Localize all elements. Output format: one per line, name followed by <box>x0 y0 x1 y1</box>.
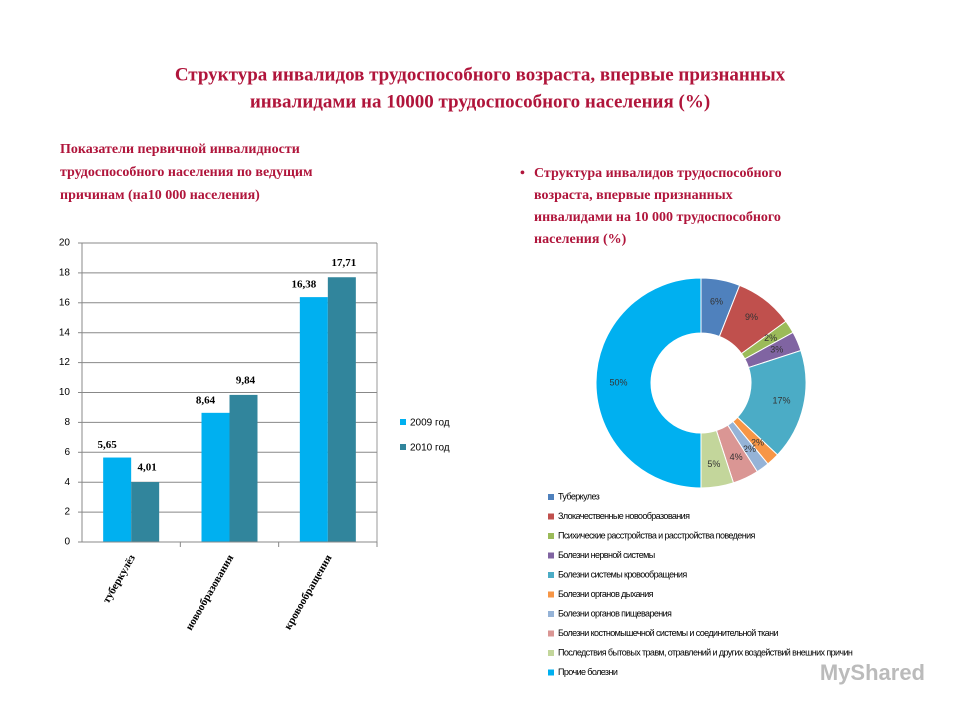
chart-title: Показатели первичной инвалидности <box>60 142 300 157</box>
y-tick-label: 16 <box>59 297 71 308</box>
data-label: 9,84 <box>236 374 256 386</box>
legend-swatch <box>548 591 554 598</box>
data-label: 5,65 <box>98 439 118 451</box>
legend-label: 2009 год <box>410 418 450 429</box>
legend-label: Психические расстройства и расстройства … <box>558 530 755 540</box>
chart-title: трудоспособного населения по ведущим <box>60 165 313 180</box>
legend-label: Последствия бытовых травм, отравлений и … <box>558 647 853 657</box>
data-label: 17% <box>773 395 791 405</box>
chart-title: возраста, впервые признанных <box>534 188 733 203</box>
chart-title: населения (%) <box>534 232 627 247</box>
data-label: 2% <box>743 444 756 454</box>
bar <box>131 482 160 542</box>
y-tick-label: 0 <box>64 537 70 548</box>
chart-title: причинам (на10 000 населения) <box>60 188 260 203</box>
bar <box>103 457 132 542</box>
data-label: 50% <box>609 377 627 387</box>
legend-swatch <box>548 669 554 676</box>
data-label: 2% <box>764 333 777 343</box>
legend-swatch <box>548 552 554 559</box>
y-tick-label: 18 <box>59 268 71 279</box>
legend-swatch <box>548 611 554 617</box>
legend-swatch <box>548 513 554 520</box>
legend-swatch <box>400 444 406 450</box>
bar <box>327 277 356 542</box>
data-label: 16,38 <box>291 279 316 291</box>
legend-label: Болезни костномышечной системы и соедини… <box>558 628 778 638</box>
data-label: 8,64 <box>196 394 216 406</box>
y-tick-label: 12 <box>59 357 71 368</box>
data-label: 9% <box>745 312 758 322</box>
legend-label: Туберкулез <box>558 491 600 501</box>
legend-label: Болезни нервной системы <box>558 550 655 560</box>
slide-title: Структура инвалидов трудоспособного возр… <box>175 64 786 85</box>
legend-label: Болезни органов пищеварения <box>558 608 672 618</box>
y-tick-label: 4 <box>64 477 70 488</box>
data-label: 6% <box>710 296 723 306</box>
legend-label: Болезни органов дыхания <box>558 589 654 599</box>
legend-label: 2010 год <box>410 443 450 454</box>
data-label: 4% <box>730 452 743 462</box>
data-label: 3% <box>770 345 783 355</box>
legend-label: Болезни системы кровообращения <box>558 569 687 579</box>
bullet: • <box>520 166 525 181</box>
legend-label: Прочие болезни <box>558 667 618 677</box>
bar <box>229 394 258 542</box>
watermark: MyShared <box>820 660 925 685</box>
bar <box>299 297 328 542</box>
y-tick-label: 8 <box>64 417 70 428</box>
legend-swatch <box>548 533 554 539</box>
data-label: 17,71 <box>331 257 356 269</box>
y-tick-label: 10 <box>59 387 71 398</box>
legend-swatch <box>400 419 406 425</box>
y-tick-label: 6 <box>64 447 70 458</box>
chart-title: Структура инвалидов трудоспособного <box>534 166 782 181</box>
legend-label: Злокачественные новообразования <box>558 511 690 521</box>
legend-swatch <box>548 630 554 637</box>
legend-swatch <box>548 572 554 578</box>
legend-swatch <box>548 494 554 500</box>
slide-title: инвалидами на 10000 трудоспособного насе… <box>250 91 710 112</box>
y-tick-label: 2 <box>64 507 70 518</box>
donut-slice <box>595 277 702 489</box>
bar <box>201 412 230 542</box>
y-tick-label: 20 <box>59 238 71 249</box>
data-label: 4,01 <box>138 462 157 474</box>
chart-title: инвалидами на 10 000 трудоспособного <box>534 210 781 225</box>
data-label: 2% <box>751 438 764 448</box>
y-tick-label: 14 <box>59 327 71 338</box>
legend-swatch <box>548 650 554 656</box>
data-label: 5% <box>707 459 720 469</box>
